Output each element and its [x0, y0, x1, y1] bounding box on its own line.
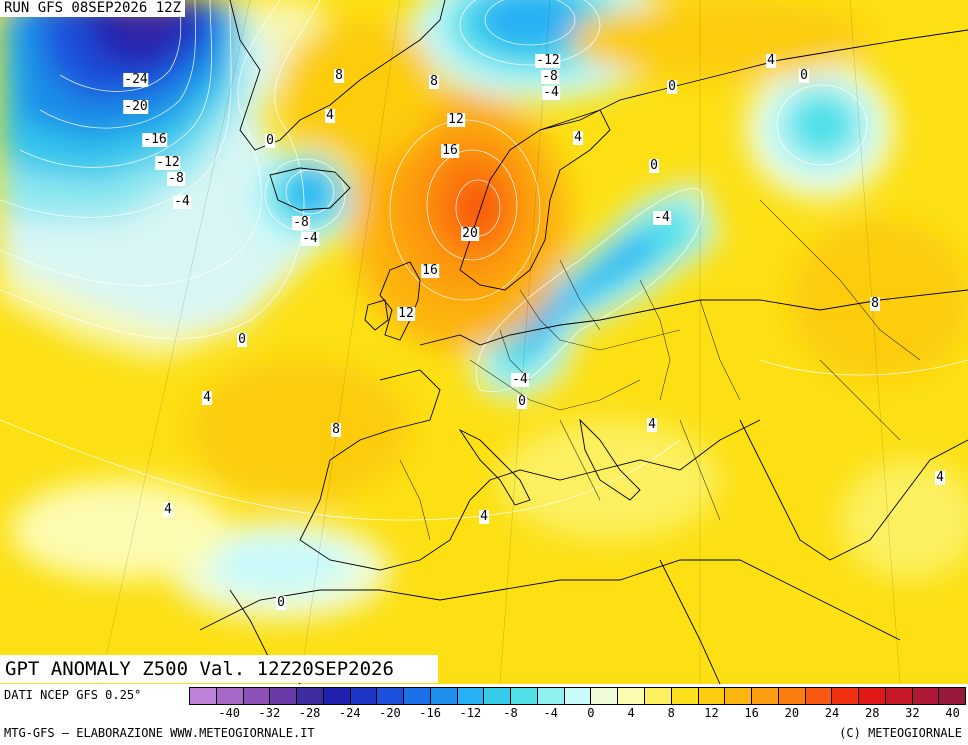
scale-swatch	[564, 688, 592, 704]
contour-label: -4	[301, 231, 319, 246]
scale-swatch	[671, 688, 699, 704]
scale-tick-label: -4	[543, 706, 558, 720]
contour-label: 12	[397, 306, 415, 321]
contour-label: -4	[542, 85, 560, 100]
scale-swatch	[645, 688, 672, 704]
contour-label: 0	[517, 394, 527, 409]
contour-label: -4	[511, 372, 529, 387]
scale-swatch	[912, 688, 940, 704]
contour-label: 4	[163, 502, 173, 517]
scale-tick-label: 12	[704, 706, 719, 720]
scale-swatch	[323, 688, 351, 704]
scale-swatch	[430, 688, 458, 704]
anomaly-map	[0, 0, 968, 684]
scale-swatch	[190, 688, 217, 704]
contour-label: 0	[799, 68, 809, 83]
contour-label: 4	[935, 470, 945, 485]
contour-label: 20	[461, 226, 479, 241]
scale-swatch	[752, 688, 779, 704]
contour-label: 4	[479, 509, 489, 524]
scale-tick-label: -8	[503, 706, 518, 720]
contour-label: 16	[421, 263, 439, 278]
scale-tick-label: 4	[627, 706, 635, 720]
footer-copyright: (C) METEOGIORNALE	[839, 726, 962, 740]
scale-swatch	[778, 688, 806, 704]
contour-label: 0	[649, 158, 659, 173]
scale-tick-label: 24	[824, 706, 840, 720]
contour-label: 12	[447, 112, 465, 127]
scale-swatch	[859, 688, 886, 704]
contour-label: 0	[265, 133, 275, 148]
scale-tick-label: 0	[587, 706, 595, 720]
contour-label: -16	[142, 132, 168, 147]
scale-swatch	[377, 688, 405, 704]
scale-tick-label: -24	[338, 706, 361, 720]
scale-tick-label: -20	[379, 706, 401, 720]
contour-label: 4	[647, 417, 657, 432]
scale-tick-label: -16	[419, 706, 441, 720]
scale-swatch	[404, 688, 431, 704]
contour-label: -12	[535, 53, 561, 68]
contour-label: -20	[123, 99, 149, 114]
color-scale	[189, 687, 966, 705]
run-label: RUN GFS 08SEP2026 12Z	[0, 0, 186, 17]
scale-swatch	[270, 688, 298, 704]
contour-label: 8	[870, 296, 880, 311]
contour-label: 4	[202, 390, 212, 405]
scale-tick-label: 40	[945, 706, 960, 720]
contour-label: 16	[441, 143, 459, 158]
scale-swatch	[216, 688, 244, 704]
scale-swatch	[885, 688, 913, 704]
contour-label: 0	[237, 332, 247, 347]
contour-label: -12	[155, 155, 181, 170]
scale-tick-label: 20	[784, 706, 800, 720]
contour-label: -4	[173, 194, 191, 209]
footer-credit: MTG-GFS — ELABORAZIONE WWW.METEOGIORNALE…	[4, 726, 315, 740]
contour-label: 4	[766, 53, 776, 68]
scale-tick-label: 28	[864, 706, 880, 720]
scale-swatch	[939, 688, 966, 704]
scale-swatch	[484, 688, 512, 704]
contour-label: -8	[167, 171, 185, 186]
scale-swatch	[511, 688, 538, 704]
contour-label: -8	[541, 69, 559, 84]
scale-swatch	[537, 688, 565, 704]
data-source: DATI NCEP GFS 0.25°	[4, 688, 142, 702]
scale-swatch	[725, 688, 753, 704]
scale-tick-label: -28	[298, 706, 321, 720]
contour-label: -8	[292, 215, 310, 230]
scale-swatch	[591, 688, 619, 704]
scale-tick-label: -40	[218, 706, 241, 720]
contour-label: 8	[334, 68, 344, 83]
map-title: GPT ANOMALY Z500 Val. 12Z20SEP2026	[0, 655, 438, 683]
contour-label: 8	[331, 422, 341, 437]
scale-tick-label: -12	[459, 706, 482, 720]
scale-ticks: -40 -32 -28 -24 -20 -16 -12 -8 -4 0 4 8 12 16 20 24 28 32…	[189, 706, 966, 722]
scale-swatch	[297, 688, 324, 704]
scale-tick-label: 32	[905, 706, 920, 720]
scale-swatch	[243, 688, 271, 704]
contour-label: 8	[429, 74, 439, 89]
scale-tick-label: 16	[744, 706, 759, 720]
scale-swatch	[805, 688, 833, 704]
contour-label: -24	[123, 72, 149, 87]
scale-tick-label: 8	[667, 706, 675, 720]
contour-label: 4	[573, 130, 583, 145]
scale-tick-label: -32	[258, 706, 281, 720]
contour-label: -4	[653, 210, 671, 225]
scale-swatch	[350, 688, 378, 704]
scale-swatch	[457, 688, 485, 704]
contour-label: 0	[276, 595, 286, 610]
contour-label: 4	[325, 108, 335, 123]
scale-swatch	[832, 688, 860, 704]
contour-label: 0	[667, 79, 677, 94]
scale-swatch	[618, 688, 646, 704]
legend-footer: DATI NCEP GFS 0.25° -40 -32 -28 -24 -20 -16 -1…	[0, 684, 968, 745]
scale-swatch	[698, 688, 726, 704]
